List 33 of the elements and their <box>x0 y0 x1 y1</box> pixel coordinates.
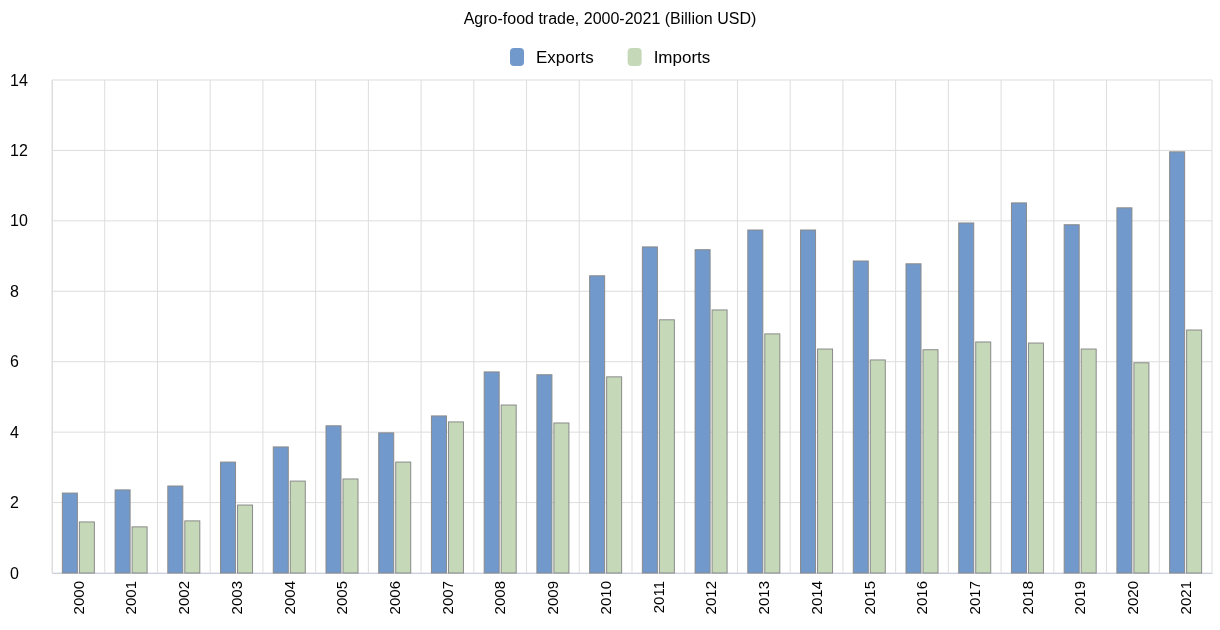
x-tick-label: 2015 <box>860 581 878 615</box>
x-tick-label: 2011 <box>649 581 667 614</box>
x-tick-label: 2001 <box>122 581 140 615</box>
x-tick-label: 2019 <box>1071 581 1089 615</box>
y-tick-label: 2 <box>10 494 19 512</box>
y-tick-label: 0 <box>10 564 19 582</box>
x-tick-label: 2013 <box>755 581 773 615</box>
x-tick-label: 2006 <box>385 581 403 615</box>
x-tick-label: 2012 <box>702 581 720 615</box>
x-tick-label: 2009 <box>544 581 562 615</box>
y-tick-label: 8 <box>10 282 19 300</box>
chart-title: Agro-food trade, 2000-2021 (Billion USD) <box>463 10 757 27</box>
x-tick-label: 2021 <box>1176 581 1194 615</box>
x-tick-label: 2017 <box>965 581 983 615</box>
x-tick-label: 2005 <box>333 581 351 615</box>
y-tick-label: 12 <box>10 142 28 160</box>
legend-label: Exports <box>536 48 594 67</box>
x-tick-label: 2018 <box>1018 581 1036 615</box>
x-tick-label: 2014 <box>807 581 825 615</box>
y-tick-label: 4 <box>10 423 19 441</box>
y-tick-label: 6 <box>10 353 19 371</box>
x-tick-label: 2007 <box>438 581 456 615</box>
x-tick-label: 2016 <box>913 581 931 615</box>
x-tick-label: 2003 <box>227 581 245 615</box>
x-tick-label: 2010 <box>596 581 614 615</box>
x-tick-label: 2002 <box>175 581 193 615</box>
x-tick-label: 2008 <box>491 581 509 615</box>
y-tick-label: 10 <box>10 212 28 230</box>
legend-label: Imports <box>653 48 711 67</box>
y-tick-label: 14 <box>10 71 28 89</box>
x-tick-label: 2004 <box>280 581 298 615</box>
x-tick-label: 2020 <box>1124 581 1142 615</box>
x-tick-label: 2000 <box>69 581 87 615</box>
